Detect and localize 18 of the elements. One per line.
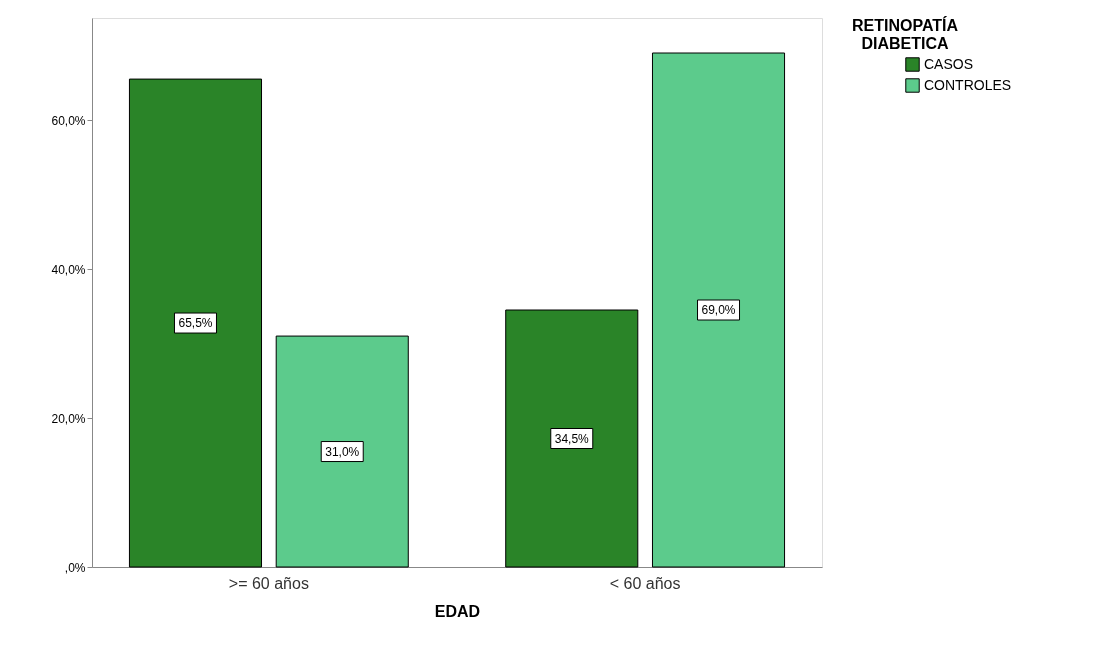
legend-title: RETINOPATÍA DIABETICA [851, 16, 959, 52]
data-label: 65,5% [178, 316, 213, 331]
legend-label: CASOS [924, 55, 974, 72]
data-label: 69,0% [701, 303, 736, 318]
bar [651, 52, 786, 568]
x-tick-label: >= 60 años [228, 574, 309, 592]
x-tick-label: < 60 años [609, 574, 681, 592]
bar [505, 309, 639, 568]
bar [275, 335, 409, 568]
y-tick-label: 60,0% [51, 113, 86, 128]
data-label: 34,5% [554, 431, 590, 446]
y-tick-label: 20,0% [51, 411, 86, 426]
x-axis-title: EDAD [434, 602, 481, 620]
bar [128, 78, 263, 568]
y-tick-label: 40,0% [51, 262, 86, 277]
y-tick-label: ,0% [64, 560, 86, 575]
legend-label: CONTROLES [924, 76, 1012, 93]
data-label: 31,0% [325, 444, 360, 459]
